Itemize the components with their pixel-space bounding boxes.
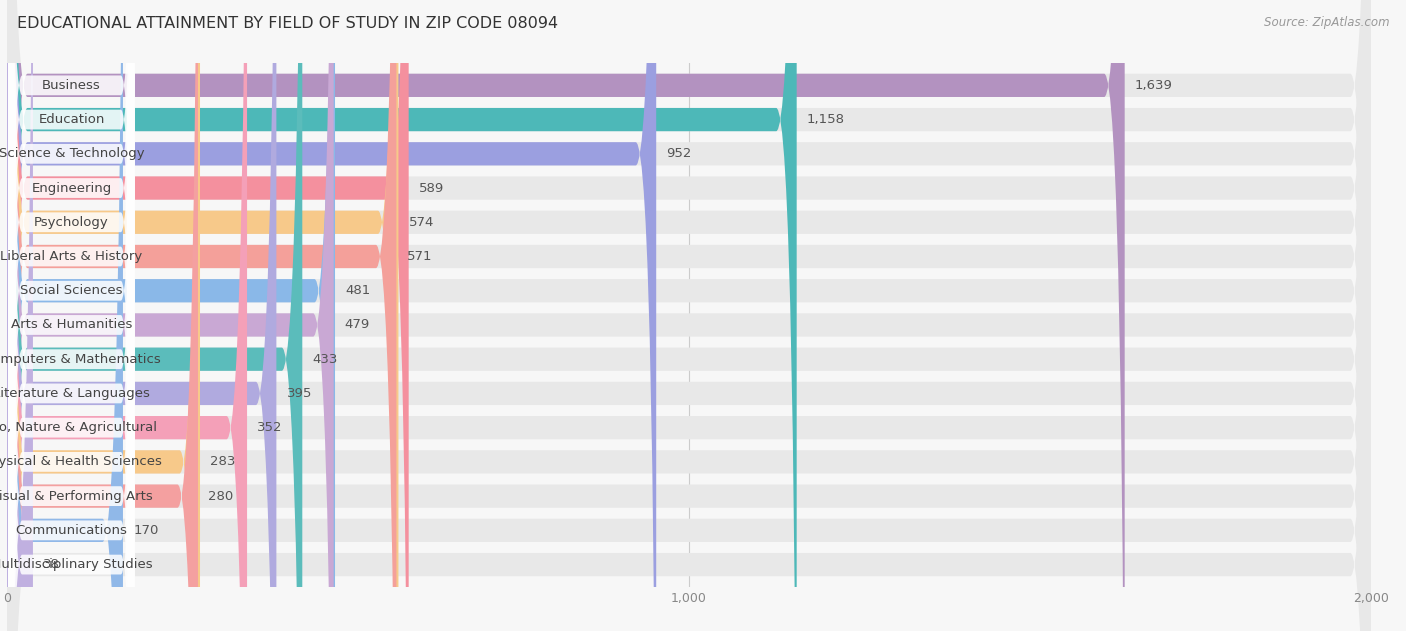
FancyBboxPatch shape: [7, 0, 1371, 631]
FancyBboxPatch shape: [7, 0, 1371, 631]
Text: Arts & Humanities: Arts & Humanities: [11, 319, 132, 331]
Text: Multidisciplinary Studies: Multidisciplinary Studies: [0, 558, 153, 571]
FancyBboxPatch shape: [8, 0, 135, 631]
FancyBboxPatch shape: [7, 0, 1125, 631]
Text: 395: 395: [287, 387, 312, 400]
Text: 1,639: 1,639: [1135, 79, 1173, 92]
Text: Computers & Mathematics: Computers & Mathematics: [0, 353, 160, 366]
FancyBboxPatch shape: [7, 0, 1371, 631]
Text: 589: 589: [419, 182, 444, 194]
FancyBboxPatch shape: [7, 0, 122, 631]
FancyBboxPatch shape: [7, 0, 1371, 631]
FancyBboxPatch shape: [8, 0, 135, 631]
FancyBboxPatch shape: [8, 0, 135, 631]
Text: Psychology: Psychology: [34, 216, 108, 229]
Text: 479: 479: [344, 319, 370, 331]
FancyBboxPatch shape: [7, 0, 333, 631]
Text: Physical & Health Sciences: Physical & Health Sciences: [0, 456, 162, 468]
FancyBboxPatch shape: [8, 0, 135, 631]
Text: 283: 283: [211, 456, 236, 468]
FancyBboxPatch shape: [7, 0, 1371, 631]
FancyBboxPatch shape: [8, 0, 135, 631]
FancyBboxPatch shape: [7, 0, 200, 631]
Text: Source: ZipAtlas.com: Source: ZipAtlas.com: [1264, 16, 1389, 29]
FancyBboxPatch shape: [8, 0, 135, 631]
FancyBboxPatch shape: [8, 0, 135, 631]
FancyBboxPatch shape: [8, 0, 135, 631]
Text: 1,158: 1,158: [807, 113, 845, 126]
FancyBboxPatch shape: [7, 0, 1371, 631]
Text: Bio, Nature & Agricultural: Bio, Nature & Agricultural: [0, 421, 157, 434]
FancyBboxPatch shape: [8, 0, 135, 631]
Text: 433: 433: [312, 353, 337, 366]
FancyBboxPatch shape: [7, 0, 247, 631]
FancyBboxPatch shape: [7, 0, 1371, 631]
FancyBboxPatch shape: [8, 0, 135, 631]
Text: Communications: Communications: [15, 524, 128, 537]
Text: Engineering: Engineering: [31, 182, 111, 194]
Text: Liberal Arts & History: Liberal Arts & History: [0, 250, 142, 263]
FancyBboxPatch shape: [7, 0, 1371, 631]
FancyBboxPatch shape: [7, 0, 198, 631]
Text: 571: 571: [406, 250, 432, 263]
Text: Literature & Languages: Literature & Languages: [0, 387, 150, 400]
Text: 280: 280: [208, 490, 233, 503]
FancyBboxPatch shape: [7, 0, 277, 631]
FancyBboxPatch shape: [8, 0, 135, 631]
FancyBboxPatch shape: [7, 0, 797, 631]
FancyBboxPatch shape: [8, 0, 135, 631]
FancyBboxPatch shape: [7, 0, 1371, 631]
FancyBboxPatch shape: [7, 0, 398, 631]
Text: 574: 574: [409, 216, 434, 229]
Text: Visual & Performing Arts: Visual & Performing Arts: [0, 490, 153, 503]
Text: 352: 352: [257, 421, 283, 434]
Text: Science & Technology: Science & Technology: [0, 147, 145, 160]
FancyBboxPatch shape: [8, 0, 135, 631]
Text: 170: 170: [134, 524, 159, 537]
FancyBboxPatch shape: [7, 0, 409, 631]
FancyBboxPatch shape: [7, 0, 1371, 631]
FancyBboxPatch shape: [7, 0, 657, 631]
Text: Social Sciences: Social Sciences: [20, 284, 122, 297]
Text: EDUCATIONAL ATTAINMENT BY FIELD OF STUDY IN ZIP CODE 08094: EDUCATIONAL ATTAINMENT BY FIELD OF STUDY…: [17, 16, 558, 31]
Text: 952: 952: [666, 147, 692, 160]
FancyBboxPatch shape: [7, 0, 1371, 631]
FancyBboxPatch shape: [8, 0, 135, 631]
Text: 38: 38: [44, 558, 60, 571]
FancyBboxPatch shape: [7, 0, 302, 631]
Text: Business: Business: [42, 79, 101, 92]
Text: 481: 481: [346, 284, 371, 297]
FancyBboxPatch shape: [7, 0, 1371, 631]
Text: Education: Education: [38, 113, 104, 126]
FancyBboxPatch shape: [7, 0, 32, 631]
FancyBboxPatch shape: [8, 0, 135, 631]
FancyBboxPatch shape: [7, 0, 335, 631]
FancyBboxPatch shape: [7, 0, 1371, 631]
FancyBboxPatch shape: [7, 0, 396, 631]
FancyBboxPatch shape: [7, 0, 1371, 631]
FancyBboxPatch shape: [7, 0, 1371, 631]
